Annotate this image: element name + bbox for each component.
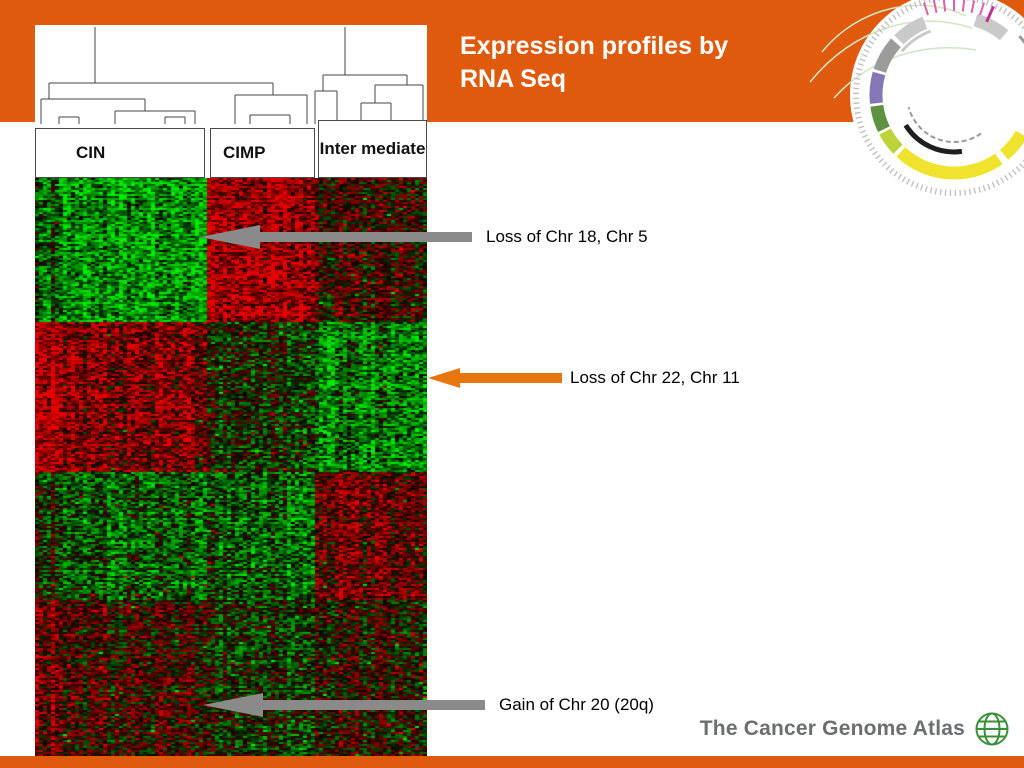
circos-curl-lines xyxy=(809,4,977,99)
group-label-cimp: CIMP xyxy=(210,128,315,178)
circos-svg xyxy=(809,0,1024,199)
dendrogram-panel: CIN CIMP Inter mediate xyxy=(35,25,427,178)
left-arrow-icon xyxy=(203,693,485,717)
circos-plot xyxy=(804,0,1024,210)
group-label-intermediate: Inter mediate xyxy=(318,120,427,178)
annotation-label: Gain of Chr 20 (20q) xyxy=(499,695,654,714)
slide-title: Expression profiles by RNA Seq xyxy=(460,32,729,93)
annotation-label: Loss of Chr 22, Chr 11 xyxy=(570,368,740,387)
tcga-logo-text: The Cancer Genome Atlas xyxy=(699,717,965,740)
annotation-gain-chr20: Gain of Chr 20 (20q) xyxy=(203,692,654,718)
globe-icon xyxy=(975,712,1009,746)
circos-chromosome-rings xyxy=(869,13,1024,180)
annotation-loss-chr22-chr11: Loss of Chr 22, Chr 11 xyxy=(428,367,740,389)
expression-heatmap xyxy=(35,178,427,756)
circos-pink-ticks xyxy=(923,0,985,16)
footer-band xyxy=(0,756,1024,768)
dendrogram xyxy=(40,27,424,124)
annotation-label: Loss of Chr 18, Chr 5 xyxy=(486,227,648,246)
left-arrow-icon xyxy=(200,225,472,249)
group-label-cin: CIN xyxy=(35,128,205,178)
circos-black-arc xyxy=(903,123,963,155)
left-arrow-icon xyxy=(428,368,562,388)
circos-dashed-arc xyxy=(907,106,982,144)
annotation-loss-chr18-chr5: Loss of Chr 18, Chr 5 xyxy=(200,224,648,250)
tcga-logo: The Cancer Genome Atlas xyxy=(700,711,1010,747)
